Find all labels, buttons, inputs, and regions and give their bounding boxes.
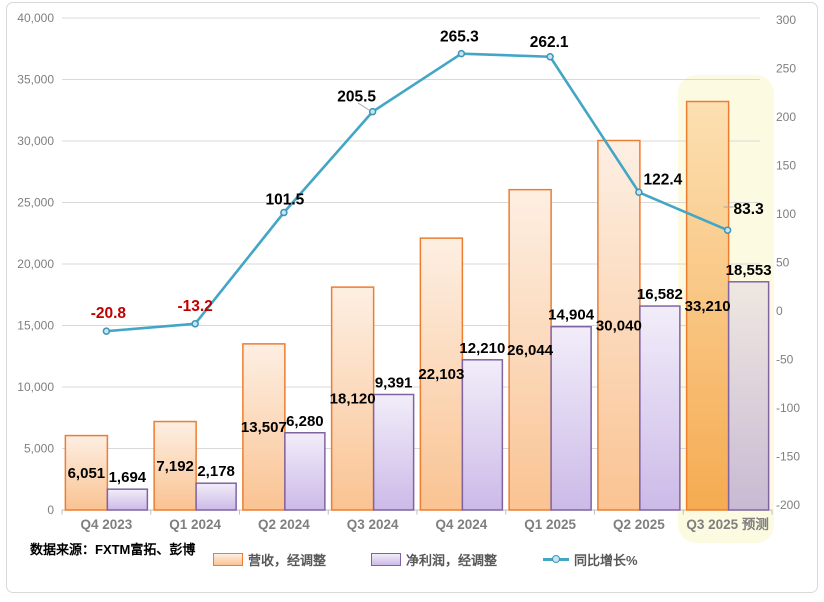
left-axis-tick-label: 35,000 bbox=[17, 73, 54, 87]
right-axis-tick-label: 100 bbox=[776, 207, 796, 221]
legend-item-profit: 净利润，经调整 bbox=[371, 549, 497, 569]
growth-point-2 bbox=[280, 208, 288, 217]
data-source-note: 数据来源：FXTM富拓、彭博 bbox=[30, 542, 196, 557]
growth-point-7 bbox=[723, 226, 732, 234]
revenue-value-label: 26,044 bbox=[507, 342, 554, 359]
growth-value-label: 262.1 bbox=[530, 34, 569, 51]
growth-value-label: 101.5 bbox=[265, 192, 304, 209]
x-axis-label: Q4 2024 bbox=[435, 517, 487, 532]
bar-profit-3 bbox=[372, 393, 415, 511]
growth-point-4 bbox=[457, 49, 466, 58]
growth-point-1 bbox=[191, 320, 199, 328]
profit-value-label: 6,280 bbox=[286, 413, 324, 430]
x-axis-label: Q1 2024 bbox=[169, 517, 221, 532]
right-axis-tick-label: -100 bbox=[776, 401, 800, 415]
bar-revenue-2 bbox=[242, 343, 286, 511]
bar-profit-4 bbox=[461, 359, 504, 511]
growth-line bbox=[105, 52, 729, 333]
left-axis-tick-label: 40,000 bbox=[17, 11, 54, 25]
profit-value-label: 9,391 bbox=[375, 374, 413, 391]
left-axis-tick-label: 10,000 bbox=[17, 380, 54, 394]
left-axis-tick-label: 25,000 bbox=[17, 196, 54, 210]
growth-value-label: 122.4 bbox=[643, 171, 682, 188]
right-axis-tick-label: 200 bbox=[776, 110, 796, 124]
x-axis-label: Q1 2025 bbox=[524, 517, 576, 532]
profit-swatch-icon bbox=[371, 552, 401, 566]
bar-profit-7 bbox=[727, 281, 770, 511]
right-axis-tick-label: 300 bbox=[776, 13, 796, 27]
revenue-value-label: 33,210 bbox=[685, 298, 731, 315]
x-axis-label: Q3 2024 bbox=[347, 517, 399, 532]
right-axis-tick-label: 150 bbox=[776, 159, 796, 173]
left-axis-tick-label: 0 bbox=[47, 503, 54, 517]
left-axis-tick-label: 30,000 bbox=[17, 134, 54, 148]
bar-revenue-0 bbox=[64, 434, 109, 511]
legend-item-revenue: 营收，经调整 bbox=[213, 549, 326, 569]
bar-profit-6 bbox=[639, 305, 681, 511]
bar-profit-5 bbox=[550, 325, 592, 511]
x-axis-label: Q3 2025 预测 bbox=[686, 516, 769, 532]
revenue-value-label: 30,040 bbox=[596, 317, 642, 334]
right-axis-tick-label: -200 bbox=[776, 498, 800, 512]
right-axis-tick-label: -50 bbox=[776, 353, 794, 367]
growth-point-3 bbox=[368, 107, 377, 116]
profit-value-label: 18,553 bbox=[726, 262, 772, 279]
revenue-value-label: 18,120 bbox=[330, 391, 376, 408]
growth-value-label: -20.8 bbox=[91, 305, 127, 322]
x-axis-label: Q2 2025 bbox=[613, 517, 665, 532]
legend-label-profit: 净利润，经调整 bbox=[406, 552, 498, 568]
left-axis-tick-label: 5,000 bbox=[24, 442, 54, 456]
growth-point-0 bbox=[102, 327, 111, 335]
profit-value-label: 1,694 bbox=[109, 469, 147, 486]
bar-revenue-7 bbox=[685, 100, 730, 511]
legend-item-growth: 同比增长% bbox=[543, 549, 638, 569]
bar-revenue-5 bbox=[508, 188, 552, 511]
bar-revenue-6 bbox=[597, 139, 641, 511]
bar-profit-0 bbox=[106, 488, 149, 511]
revenue-swatch-icon bbox=[213, 552, 243, 566]
profit-value-label: 16,582 bbox=[637, 286, 683, 303]
right-axis-tick-label: 0 bbox=[776, 304, 783, 318]
x-axis-label: Q4 2023 bbox=[80, 517, 132, 532]
legend: 营收，经调整 净利润，经调整 同比增长% bbox=[0, 549, 824, 571]
left-axis-tick-label: 15,000 bbox=[17, 319, 54, 333]
right-axis-tick-label: 250 bbox=[776, 62, 796, 76]
growth-point-5 bbox=[546, 53, 554, 61]
bar-profit-2 bbox=[284, 432, 326, 511]
left-axis-tick-label: 20,000 bbox=[17, 257, 54, 271]
bar-revenue-1 bbox=[153, 420, 197, 511]
revenue-value-label: 6,051 bbox=[68, 465, 106, 482]
growth-point-6 bbox=[635, 188, 643, 197]
right-axis-tick-label: -150 bbox=[776, 450, 800, 464]
right-axis-tick-label: 50 bbox=[776, 256, 790, 270]
revenue-value-label: 22,103 bbox=[418, 366, 464, 383]
bar-profit-1 bbox=[195, 482, 237, 511]
revenue-value-label: 13,507 bbox=[241, 419, 287, 436]
growth-value-label: 205.5 bbox=[337, 89, 376, 106]
bar-revenue-3 bbox=[330, 286, 375, 511]
x-axis-label: Q2 2024 bbox=[258, 517, 310, 532]
revenue-value-label: 7,192 bbox=[156, 458, 194, 475]
growth-value-label: -13.2 bbox=[177, 298, 212, 315]
profit-value-label: 12,210 bbox=[459, 340, 505, 357]
growth-value-label: 265.3 bbox=[440, 29, 479, 46]
label-leader-line bbox=[357, 102, 370, 111]
legend-label-growth: 同比增长% bbox=[574, 552, 638, 568]
growth-value-label: 83.3 bbox=[734, 201, 765, 218]
profit-value-label: 2,178 bbox=[197, 463, 235, 480]
legend-label-revenue: 营收，经调整 bbox=[248, 552, 327, 568]
growth-line-swatch-icon bbox=[543, 554, 569, 564]
profit-value-label: 14,904 bbox=[548, 307, 595, 324]
